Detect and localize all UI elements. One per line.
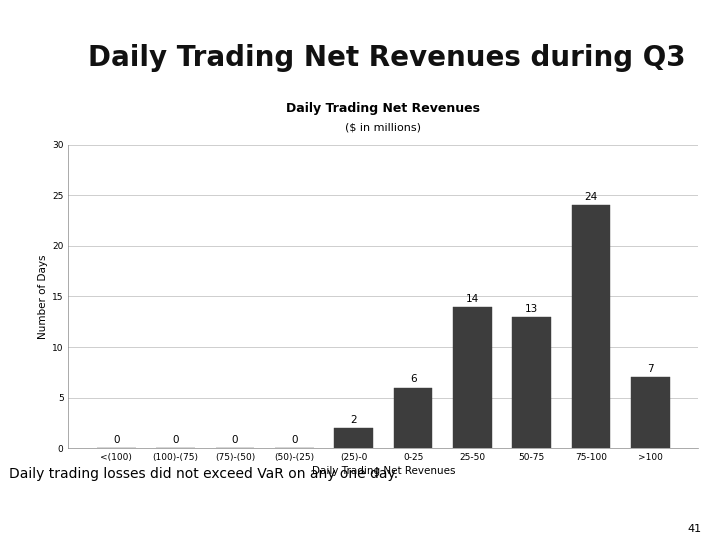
- Text: 41: 41: [688, 523, 702, 534]
- Text: 0: 0: [291, 435, 297, 445]
- Text: 14: 14: [466, 294, 479, 303]
- Text: 0: 0: [172, 435, 179, 445]
- Text: Goldman
Sachs: Goldman Sachs: [14, 40, 63, 64]
- Text: 7: 7: [647, 364, 654, 374]
- Text: Daily Trading Net Revenues: Daily Trading Net Revenues: [287, 102, 480, 115]
- Text: 2: 2: [351, 415, 357, 425]
- Bar: [513, 316, 551, 448]
- Text: MPF: MPF: [22, 490, 62, 508]
- Text: 6: 6: [410, 374, 416, 384]
- Text: 24: 24: [585, 192, 598, 202]
- Text: Capital Advisors: Capital Advisors: [16, 518, 72, 524]
- Bar: [453, 307, 492, 448]
- Text: 0: 0: [232, 435, 238, 445]
- Text: Daily Trading Net Revenues during Q3: Daily Trading Net Revenues during Q3: [89, 44, 686, 71]
- Y-axis label: Number of Days: Number of Days: [38, 254, 48, 339]
- Bar: [334, 428, 373, 448]
- Bar: [394, 388, 433, 448]
- Bar: [631, 377, 670, 448]
- Text: Daily trading losses did not exceed VaR on any one day.: Daily trading losses did not exceed VaR …: [9, 467, 397, 481]
- Text: ($ in millions): ($ in millions): [346, 123, 421, 133]
- X-axis label: Daily Trading Net Revenues: Daily Trading Net Revenues: [312, 466, 455, 476]
- Text: 13: 13: [525, 303, 539, 314]
- Text: 0: 0: [113, 435, 120, 445]
- Bar: [572, 205, 611, 448]
